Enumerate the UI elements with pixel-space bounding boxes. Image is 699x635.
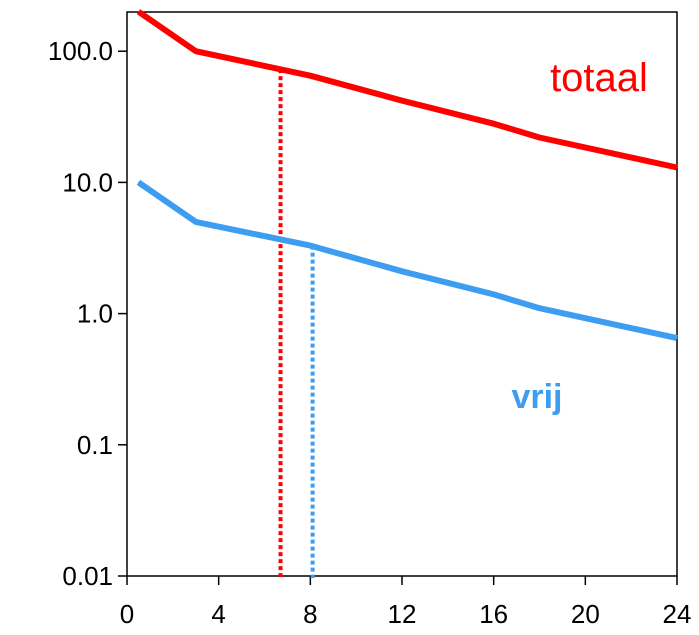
y-tick-label: 100.0 [48, 36, 113, 66]
y-tick-label: 1.0 [77, 299, 113, 329]
series-label-vrij: vrij [511, 378, 562, 416]
data-point-vrij [309, 245, 311, 247]
series-lines [136, 9, 678, 342]
y-tick-label: 0.1 [77, 430, 113, 460]
x-tick-label: 0 [120, 599, 134, 629]
data-point-totaal [493, 123, 495, 125]
x-tick-label: 20 [571, 599, 600, 629]
y-tick-label: 0.01 [62, 561, 113, 591]
data-point-totaal [676, 166, 678, 168]
x-tick-label: 16 [479, 599, 508, 629]
axes: 0 4 8 12 16 20 24 0.01 0.1 1.0 10.0 100.0 [48, 11, 692, 629]
x-tick-label: 8 [303, 599, 317, 629]
data-point-vrij [137, 181, 139, 183]
x-tick-label: 4 [211, 599, 225, 629]
data-point-vrij [539, 307, 540, 309]
x-tick-label: 24 [663, 599, 692, 629]
series-label-totaal: totaal [550, 56, 648, 100]
labels: totaal vrij [511, 56, 647, 416]
data-point-totaal [309, 75, 311, 77]
data-point-vrij [195, 221, 197, 223]
data-point-totaal [539, 136, 540, 138]
data-point-totaal [195, 50, 197, 52]
data-point-totaal [401, 100, 403, 102]
data-point-vrij [493, 293, 495, 295]
data-point-vrij [676, 337, 678, 339]
marker-lines [278, 69, 315, 578]
x-tick-label: 12 [388, 599, 417, 629]
data-point-totaal [137, 11, 139, 13]
y-tick-label: 10.0 [62, 167, 113, 197]
series-line-vrij [136, 179, 678, 342]
data-point-vrij [401, 270, 403, 272]
